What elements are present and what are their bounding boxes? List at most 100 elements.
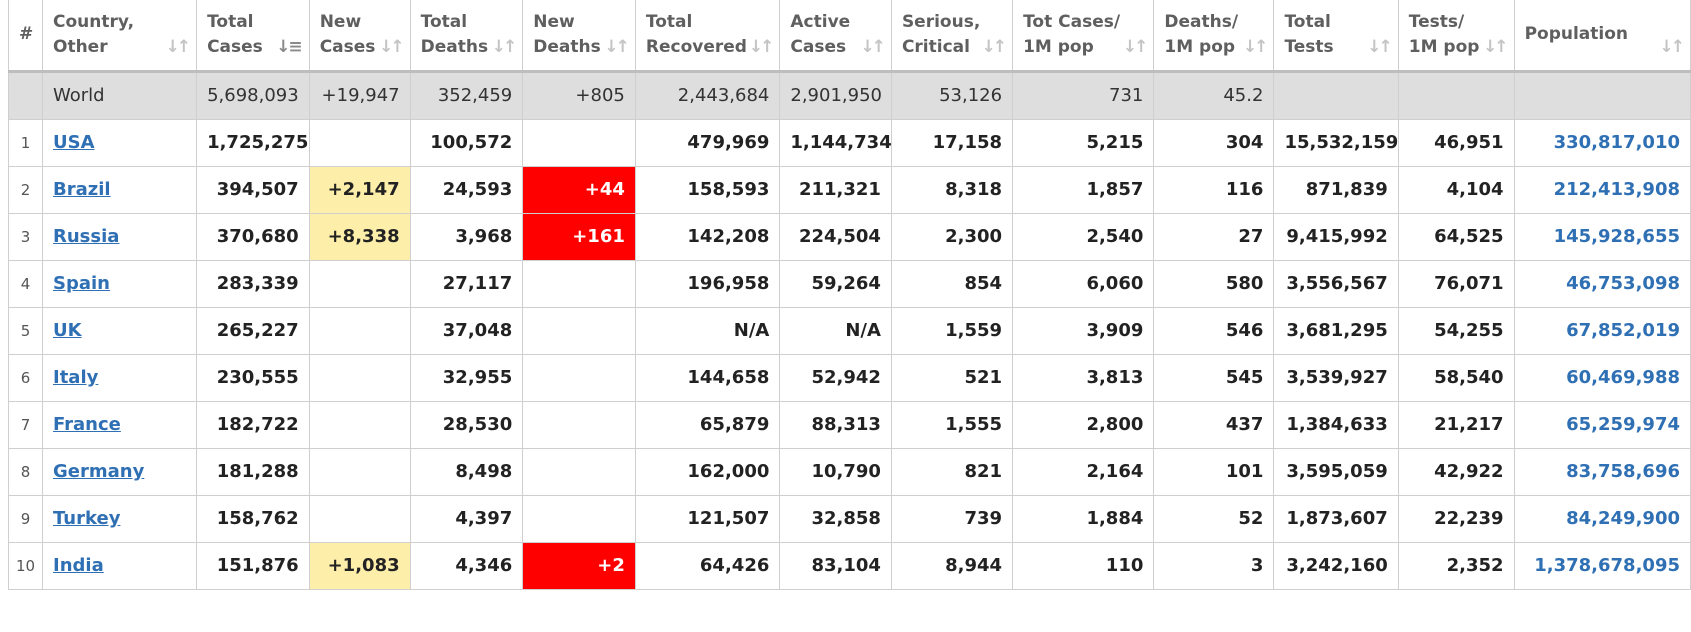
- world-total-row: World 5,698,093 +19,947 352,459 +805 2,4…: [8, 70, 1691, 120]
- total-tests-cell: 9,415,992: [1273, 212, 1399, 261]
- header-label: Cases: [790, 36, 847, 57]
- total-cases-cell: 265,227: [196, 306, 310, 355]
- header-label: Recovered: [645, 36, 747, 57]
- total-tests-cell: [1273, 70, 1399, 120]
- country-link[interactable]: Brazil: [53, 179, 111, 200]
- country-cell[interactable]: Italy: [41, 353, 198, 402]
- country-link[interactable]: Spain: [53, 273, 110, 294]
- population-cell[interactable]: 145,928,655: [1513, 212, 1691, 261]
- sort-arrows-icon[interactable]: ↓↑: [165, 36, 191, 57]
- country-link[interactable]: Italy: [53, 367, 99, 388]
- population-cell[interactable]: 83,758,696: [1513, 447, 1691, 496]
- new-cases-cell: +2,147: [308, 165, 411, 214]
- country-link[interactable]: USA: [53, 132, 95, 153]
- header-active-cases[interactable]: Active Cases ↓↑: [779, 0, 892, 73]
- header-tests-per-1m[interactable]: Tests/1M pop ↓↑: [1397, 0, 1515, 73]
- new-cases-cell: +1,083: [308, 541, 411, 590]
- country-cell[interactable]: India: [41, 541, 198, 590]
- header-total-tests[interactable]: Total Tests ↓↑: [1273, 0, 1399, 73]
- sort-arrows-icon[interactable]: ↓↑: [379, 36, 404, 57]
- sort-arrows-icon[interactable]: ↓↑: [1483, 36, 1508, 57]
- new-cases-cell: [308, 306, 411, 355]
- sort-arrows-icon[interactable]: ↓↑: [1122, 36, 1148, 57]
- country-link[interactable]: Turkey: [53, 508, 121, 529]
- total-cases-cell: 370,680: [196, 212, 310, 261]
- total-deaths-cell: 8,498: [409, 447, 524, 496]
- tests-per-1m-cell: 76,071: [1397, 259, 1515, 308]
- population-cell[interactable]: 84,249,900: [1513, 494, 1691, 543]
- header-label: Serious,: [901, 11, 981, 32]
- header-label: Cases: [319, 36, 376, 57]
- sort-arrows-icon[interactable]: ↓↑: [604, 36, 629, 57]
- country-link[interactable]: Germany: [53, 461, 145, 482]
- total-tests-cell: 1,873,607: [1273, 494, 1399, 543]
- country-link[interactable]: UK: [53, 320, 82, 341]
- active-cases-cell: N/A: [779, 306, 892, 355]
- header-label: Tests: [1284, 36, 1334, 57]
- country-link[interactable]: France: [53, 414, 121, 435]
- header-total-cases[interactable]: Total Cases ↓≡: [196, 0, 310, 73]
- total-deaths-cell: 24,593: [409, 165, 524, 214]
- header-label: Total: [1284, 11, 1331, 32]
- population-cell[interactable]: 60,469,988: [1513, 353, 1691, 402]
- population-cell[interactable]: 46,753,098: [1513, 259, 1691, 308]
- header-country[interactable]: Country, Other ↓↑: [41, 0, 198, 73]
- total-cases-cell: 5,698,093: [196, 70, 310, 120]
- tot-cases-per-1m-cell: 2,540: [1012, 212, 1155, 261]
- header-total-recovered[interactable]: Total Recovered ↓↑: [634, 0, 781, 73]
- country-cell[interactable]: Germany: [41, 447, 198, 496]
- active-cases-cell: 52,942: [779, 353, 892, 402]
- header-new-cases[interactable]: New Cases ↓↑: [308, 0, 411, 73]
- country-cell[interactable]: France: [41, 400, 198, 449]
- header-tot-cases-per-1m[interactable]: Tot Cases/1M pop ↓↑: [1012, 0, 1155, 73]
- country-link[interactable]: Russia: [53, 226, 120, 247]
- deaths-per-1m-cell: 27: [1153, 212, 1275, 261]
- population-cell[interactable]: 330,817,010: [1513, 118, 1691, 167]
- sort-descending-icon[interactable]: ↓≡: [276, 36, 302, 57]
- new-cases-cell: [308, 494, 411, 543]
- header-new-deaths[interactable]: New Deaths ↓↑: [522, 0, 636, 73]
- tests-per-1m-cell: 64,525: [1397, 212, 1515, 261]
- header-deaths-per-1m[interactable]: Deaths/1M pop ↓↑: [1153, 0, 1275, 73]
- sort-arrows-icon[interactable]: ↓↑: [491, 36, 517, 57]
- deaths-per-1m-cell: 546: [1153, 306, 1275, 355]
- rank-cell: 1: [8, 118, 43, 167]
- tot-cases-per-1m-cell: 3,813: [1012, 353, 1155, 402]
- population-cell[interactable]: 67,852,019: [1513, 306, 1691, 355]
- new-deaths-cell: +805: [522, 70, 636, 120]
- country-cell[interactable]: Russia: [41, 212, 198, 261]
- country-cell: World: [41, 70, 198, 120]
- country-cell[interactable]: Brazil: [41, 165, 198, 214]
- country-cell[interactable]: Spain: [41, 259, 198, 308]
- population-cell[interactable]: 212,413,908: [1513, 165, 1691, 214]
- header-label: Active: [790, 11, 851, 32]
- header-label: Population: [1524, 24, 1629, 45]
- total-tests-cell: 3,556,567: [1273, 259, 1399, 308]
- header-total-deaths[interactable]: Total Deaths ↓↑: [409, 0, 524, 73]
- total-recovered-cell: 65,879: [634, 400, 781, 449]
- sort-arrows-icon[interactable]: ↓↑: [1242, 36, 1268, 57]
- sort-arrows-icon[interactable]: ↓↑: [748, 36, 774, 57]
- header-population[interactable]: Population ↓↑: [1513, 0, 1691, 73]
- sort-arrows-icon[interactable]: ↓↑: [1659, 36, 1685, 57]
- header-serious-critical[interactable]: Serious, Critical ↓↑: [890, 0, 1014, 73]
- total-deaths-cell: 4,397: [409, 494, 524, 543]
- population-cell[interactable]: 65,259,974: [1513, 400, 1691, 449]
- new-deaths-cell: [522, 400, 636, 449]
- covid-stats-table: # Country, Other ↓↑ Total Cases ↓≡ New Cases ↓…: [8, 0, 1691, 590]
- country-cell[interactable]: USA: [41, 118, 198, 167]
- total-cases-cell: 230,555: [196, 353, 310, 402]
- total-recovered-cell: N/A: [634, 306, 781, 355]
- active-cases-cell: 211,321: [779, 165, 892, 214]
- country-cell[interactable]: UK: [41, 306, 198, 355]
- sort-arrows-icon[interactable]: ↓↑: [860, 36, 885, 57]
- country-link[interactable]: India: [53, 555, 104, 576]
- serious-critical-cell: 17,158: [890, 118, 1014, 167]
- population-cell[interactable]: 1,378,678,095: [1513, 541, 1691, 590]
- country-cell[interactable]: Turkey: [41, 494, 198, 543]
- deaths-per-1m-cell: 101: [1153, 447, 1275, 496]
- total-tests-cell: 3,595,059: [1273, 447, 1399, 496]
- sort-arrows-icon[interactable]: ↓↑: [1367, 36, 1392, 57]
- total-cases-cell: 158,762: [196, 494, 310, 543]
- sort-arrows-icon[interactable]: ↓↑: [981, 36, 1007, 57]
